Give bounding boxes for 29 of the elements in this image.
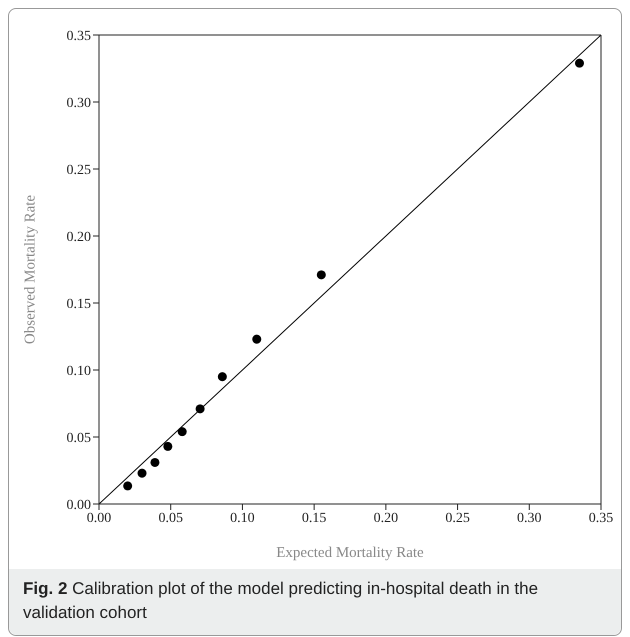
point xyxy=(150,458,160,467)
y-tick-label: 0.10 xyxy=(66,364,91,379)
point xyxy=(138,468,147,478)
point xyxy=(316,270,326,280)
point xyxy=(574,58,584,68)
caption: Fig. 2 Calibration plot of the model predicting in-hospital death in the validation cohort xyxy=(9,569,621,635)
y-tick-label: 0.30 xyxy=(66,96,91,111)
x-tick-label: 0.20 xyxy=(374,510,398,526)
x-tick-label: 0.25 xyxy=(445,510,470,526)
x-tick-label: 0.10 xyxy=(230,510,255,526)
x-tick-label: 0.35 xyxy=(588,510,614,526)
point xyxy=(196,404,205,414)
x-tick-label: 0.30 xyxy=(517,510,542,526)
y-tick-label: 0.25 xyxy=(66,162,91,178)
point xyxy=(252,334,262,344)
point xyxy=(163,442,172,451)
point xyxy=(123,481,132,490)
x-tick-label: 0.15 xyxy=(302,510,326,526)
y-axis-title: Observed Mortality Rate xyxy=(22,194,38,344)
y-tick-label: 0.15 xyxy=(66,296,91,312)
y-tick-label: 0.35 xyxy=(66,28,91,44)
x-axis-title: Expected Mortality Rate xyxy=(276,545,424,561)
y-tick-label: 0.20 xyxy=(66,230,91,245)
point xyxy=(178,427,187,436)
y-tick-label: 0.05 xyxy=(66,430,91,446)
point xyxy=(218,372,227,382)
y-tick-label: 0.00 xyxy=(66,498,91,513)
x-tick-label: 0.05 xyxy=(158,510,183,526)
x-tick-label: 0.00 xyxy=(86,510,112,526)
